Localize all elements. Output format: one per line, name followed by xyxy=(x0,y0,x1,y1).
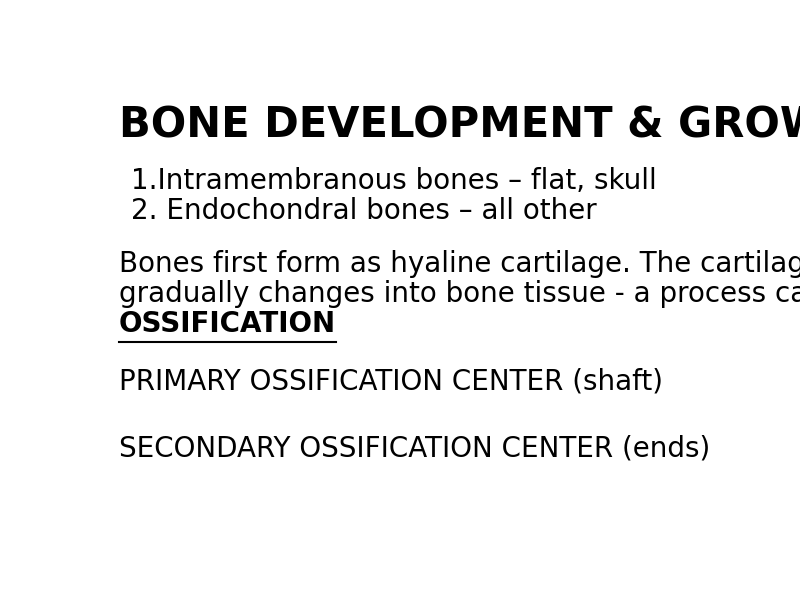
Text: Bones first form as hyaline cartilage. The cartilage then: Bones first form as hyaline cartilage. T… xyxy=(118,250,800,278)
Text: PRIMARY OSSIFICATION CENTER (shaft): PRIMARY OSSIFICATION CENTER (shaft) xyxy=(118,368,662,395)
Text: gradually changes into bone tissue - a process called: gradually changes into bone tissue - a p… xyxy=(118,280,800,308)
Text: 1.Intramembranous bones – flat, skull: 1.Intramembranous bones – flat, skull xyxy=(131,167,657,195)
Text: SECONDARY OSSIFICATION CENTER (ends): SECONDARY OSSIFICATION CENTER (ends) xyxy=(118,434,710,463)
Text: 2. Endochondral bones – all other: 2. Endochondral bones – all other xyxy=(131,197,597,225)
Text: BONE DEVELOPMENT & GROWTH: BONE DEVELOPMENT & GROWTH xyxy=(118,104,800,146)
Text: OSSIFICATION: OSSIFICATION xyxy=(118,310,336,338)
